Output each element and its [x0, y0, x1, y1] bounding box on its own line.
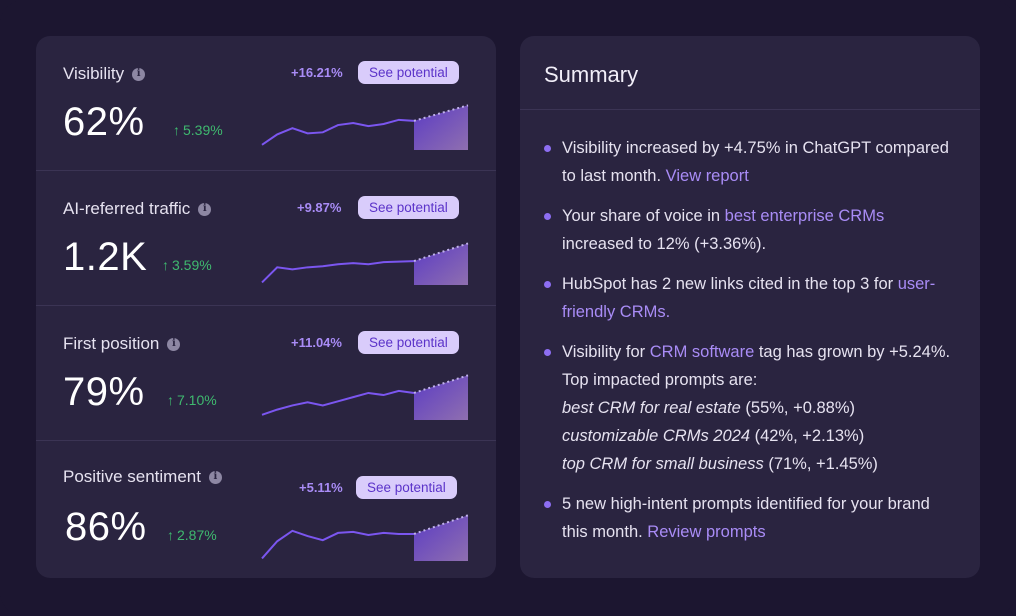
- crm-software-tag-link[interactable]: CRM software: [649, 343, 755, 361]
- arrow-up-icon: ↑: [167, 392, 174, 408]
- summary-list: Visibility increased by +4.75% in ChatGP…: [520, 110, 980, 546]
- see-potential-button[interactable]: See potential: [358, 61, 459, 84]
- user-friendly-crms-link[interactable]: user-friendly CRMs.: [562, 275, 936, 321]
- bullet-icon: [544, 349, 551, 356]
- bullet-icon: [544, 213, 551, 220]
- bullet-icon: [544, 501, 551, 508]
- metric-value: 86%: [65, 505, 147, 549]
- summary-item: Visibility for CRM software tag has grow…: [544, 338, 960, 478]
- summary-item: Visibility increased by +4.75% in ChatGP…: [544, 134, 960, 190]
- prompt-name: best CRM for real estate: [562, 399, 741, 417]
- metric-change: ↑ 2.87%: [167, 527, 217, 543]
- metric-title: First position: [63, 334, 160, 353]
- metric-card-first-position: First position i 79% ↑ 7.10% +11.04% See …: [36, 306, 496, 441]
- projection-area: [414, 375, 468, 420]
- metric-card-ai-referred-traffic: AI-referred traffic i 1.2K ↑ 3.59% +9.87%…: [36, 171, 496, 306]
- bullet-icon: [544, 145, 551, 152]
- summary-text: HubSpot has 2 new links cited in the top…: [562, 275, 898, 293]
- summary-text: increased to 12% (+3.36%).: [562, 235, 767, 253]
- summary-item: 5 new high-intent prompts identified for…: [544, 490, 960, 546]
- see-potential-button[interactable]: See potential: [356, 476, 457, 499]
- sparkline-chart: [261, 514, 469, 561]
- summary-text: tag has grown by +5.24%. Top impacted pr…: [562, 343, 951, 389]
- metric-change: ↑ 5.39%: [173, 122, 223, 138]
- projection-line: [413, 104, 469, 122]
- potential-percentage: +5.11%: [299, 480, 343, 495]
- prompt-line: best CRM for real estate (55%, +0.88%): [562, 394, 960, 422]
- prompt-line: top CRM for small business (71%, +1.45%): [562, 450, 960, 478]
- summary-text: 5 new high-intent prompts identified for…: [562, 495, 930, 541]
- metric-title-row: Positive sentiment i: [63, 467, 222, 487]
- metric-title: Positive sentiment: [63, 467, 201, 486]
- metric-value: 62%: [63, 100, 145, 144]
- metric-title-row: AI-referred traffic i: [63, 199, 212, 219]
- metric-value: 1.2K: [63, 235, 148, 279]
- summary-panel: Summary Visibility increased by +4.75% i…: [520, 36, 980, 578]
- projection-area: [414, 243, 468, 285]
- metric-change-value: 3.59%: [172, 257, 212, 273]
- projection-area: [414, 515, 468, 561]
- arrow-up-icon: ↑: [173, 122, 180, 138]
- info-icon[interactable]: i: [167, 337, 181, 351]
- info-icon[interactable]: i: [132, 67, 146, 81]
- trend-line: [261, 118, 415, 146]
- prompt-stats: (71%, +1.45%): [763, 455, 878, 473]
- metric-change: ↑ 7.10%: [167, 392, 217, 408]
- summary-item: Your share of voice in best enterprise C…: [544, 202, 960, 258]
- info-icon[interactable]: i: [208, 470, 222, 484]
- metric-value: 79%: [63, 370, 145, 414]
- summary-text: Visibility for: [562, 343, 650, 361]
- trend-line: [261, 260, 415, 284]
- metric-card-visibility: Visibility i 62% ↑ 5.39% +16.21% See pote…: [36, 36, 496, 171]
- info-icon[interactable]: i: [198, 202, 212, 216]
- potential-percentage: +16.21%: [291, 65, 343, 80]
- prompt-stats: (55%, +0.88%): [740, 399, 856, 417]
- metric-change-value: 7.10%: [177, 392, 217, 408]
- trend-line: [261, 529, 414, 560]
- summary-title: Summary: [520, 36, 980, 110]
- potential-percentage: +9.87%: [297, 200, 342, 215]
- sparkline-chart: [261, 242, 469, 285]
- prompt-line: customizable CRMs 2024 (42%, +2.13%): [562, 422, 960, 450]
- summary-text: Your share of voice in: [562, 207, 725, 225]
- sparkline-chart: [261, 374, 469, 420]
- review-prompts-link[interactable]: Review prompts: [647, 523, 766, 541]
- see-potential-button[interactable]: See potential: [358, 196, 459, 219]
- bullet-icon: [544, 281, 551, 288]
- metric-change-value: 2.87%: [177, 527, 217, 543]
- arrow-up-icon: ↑: [167, 527, 174, 543]
- metric-title: Visibility: [63, 64, 125, 83]
- metric-title: AI-referred traffic: [63, 199, 191, 218]
- prompt-name: top CRM for small business: [562, 455, 764, 473]
- arrow-up-icon: ↑: [162, 257, 169, 273]
- metric-change: ↑ 3.59%: [162, 257, 212, 273]
- sparkline-chart: [261, 104, 469, 150]
- prompt-stats: (42%, +2.13%): [750, 427, 865, 445]
- potential-percentage: +11.04%: [291, 335, 342, 350]
- trend-line: [261, 389, 415, 416]
- prompt-name: customizable CRMs 2024: [562, 427, 750, 445]
- metric-card-positive-sentiment: Positive sentiment i 86% ↑ 2.87% +5.11% S…: [36, 441, 496, 578]
- metric-change-value: 5.39%: [183, 122, 223, 138]
- summary-text: Visibility increased by +4.75% in ChatGP…: [562, 139, 949, 185]
- best-enterprise-crms-link[interactable]: best enterprise CRMs: [724, 207, 885, 225]
- metrics-panel: Visibility i 62% ↑ 5.39% +16.21% See pote…: [36, 36, 496, 578]
- summary-item: HubSpot has 2 new links cited in the top…: [544, 270, 960, 326]
- metric-title-row: First position i: [63, 334, 181, 354]
- view-report-link[interactable]: View report: [665, 167, 749, 185]
- projection-area: [414, 105, 468, 150]
- see-potential-button[interactable]: See potential: [358, 331, 459, 354]
- metric-title-row: Visibility i: [63, 64, 146, 84]
